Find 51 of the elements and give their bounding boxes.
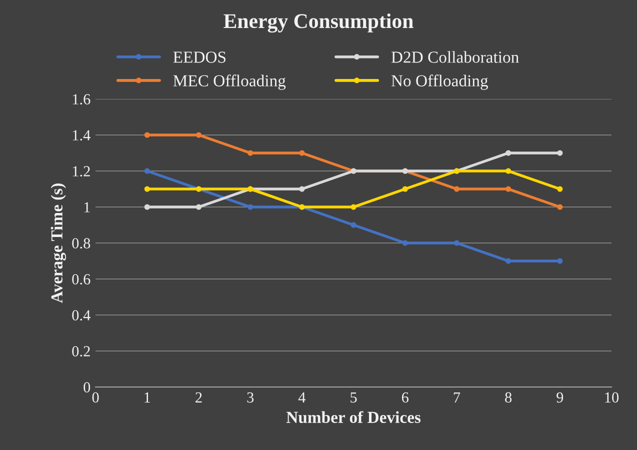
y-tick-label: 0.6 (72, 274, 90, 285)
legend-label: MEC Offloading (173, 74, 286, 90)
y-tick-label: 0.4 (72, 310, 90, 321)
point (454, 186, 460, 192)
y-tick-label: 1.2 (72, 166, 90, 177)
x-tick-label: 4 (298, 392, 306, 402)
point (350, 222, 356, 228)
point (299, 150, 305, 156)
point (454, 240, 460, 246)
x-tick-label: 0 (92, 392, 99, 403)
point (557, 186, 563, 192)
y-tick-label: 1 (84, 202, 90, 212)
x-tick-label: 5 (350, 392, 357, 403)
x-tick-label: 7 (454, 392, 460, 402)
y-tick-label: 1.4 (72, 130, 90, 141)
y-tick-label: 0 (84, 382, 90, 392)
point (350, 204, 356, 210)
chart-title: Energy Consumption (224, 14, 414, 33)
x-tick-label: 9 (556, 392, 564, 403)
x-tick-label: 8 (505, 392, 512, 403)
point (144, 168, 150, 174)
point (402, 240, 408, 246)
legend-label: D2D Collaboration (391, 51, 519, 63)
point (506, 150, 512, 156)
x-tick-label: 2 (196, 392, 202, 402)
point (248, 204, 254, 210)
point (402, 186, 408, 192)
x-tick-label: 6 (402, 392, 408, 403)
y-tick-label: 0.8 (72, 238, 90, 249)
point (144, 132, 150, 138)
y-tick-label: 1.6 (72, 94, 90, 105)
point (557, 204, 563, 210)
x-tick-label: 3 (247, 392, 254, 403)
point (144, 204, 150, 210)
x-tick-label: 1 (144, 392, 150, 402)
x-tick-label: 10 (605, 392, 619, 403)
point (196, 204, 202, 210)
point (506, 186, 512, 192)
y-axis-title: Average Time (s) (50, 184, 66, 304)
point (248, 150, 254, 156)
y-tick-label: 0.2 (72, 346, 90, 357)
point (506, 168, 512, 174)
point (196, 132, 202, 138)
point (557, 150, 563, 156)
legend-label: No Offloading (391, 74, 488, 90)
legend-label: EEDOS (173, 52, 226, 63)
point (144, 186, 150, 192)
point (299, 186, 305, 192)
point (557, 258, 563, 264)
point (506, 258, 512, 264)
x-axis-title: Number of Devices (286, 411, 421, 424)
